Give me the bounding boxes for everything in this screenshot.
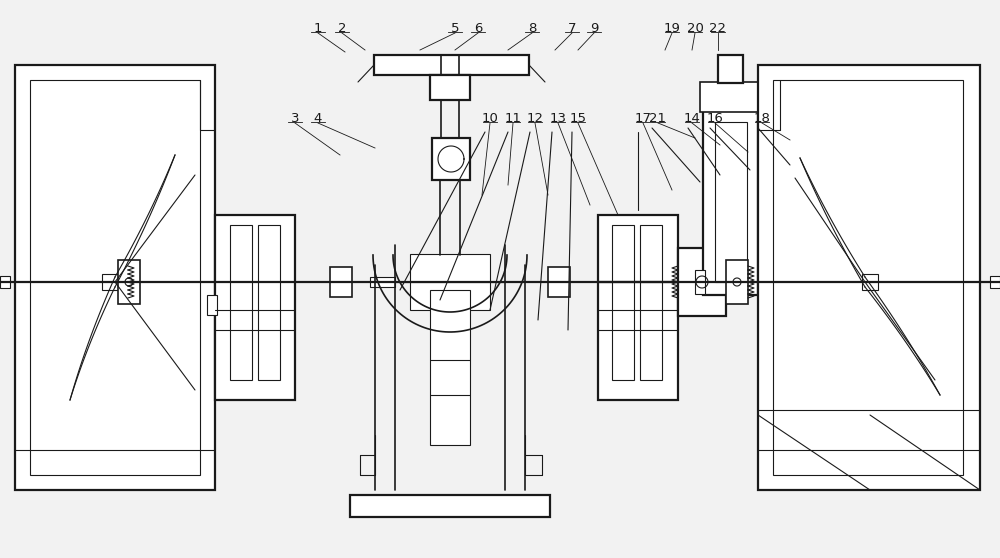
Text: 18: 18	[754, 112, 770, 124]
Text: 6: 6	[474, 22, 482, 35]
Bar	[726, 260, 748, 304]
Text: 14: 14	[684, 112, 700, 124]
Bar	[598, 215, 678, 400]
Bar	[718, 55, 743, 83]
Bar	[548, 267, 570, 297]
Text: 8: 8	[528, 22, 536, 35]
Bar	[715, 122, 747, 282]
Text: 20: 20	[687, 22, 703, 35]
Bar	[990, 276, 1000, 288]
Text: 9: 9	[590, 22, 598, 35]
Bar	[430, 75, 470, 100]
Bar	[695, 270, 705, 294]
Bar	[374, 55, 529, 75]
Text: 21: 21	[650, 112, 666, 124]
Text: 11: 11	[505, 112, 522, 124]
Text: 15: 15	[570, 112, 586, 124]
Bar	[350, 495, 550, 517]
Bar	[432, 138, 470, 180]
Text: 4: 4	[314, 112, 322, 124]
Text: 19: 19	[664, 22, 680, 35]
Text: 2: 2	[338, 22, 346, 35]
Bar	[410, 254, 490, 310]
Bar	[612, 225, 634, 380]
Bar	[678, 248, 726, 316]
Bar	[15, 65, 215, 490]
Bar	[207, 295, 217, 315]
Text: 7: 7	[568, 22, 576, 35]
Bar	[678, 295, 688, 315]
Bar	[773, 80, 963, 475]
Bar	[118, 260, 140, 304]
Bar	[102, 274, 118, 290]
Text: 5: 5	[451, 22, 459, 35]
Bar	[370, 277, 395, 287]
Text: 22: 22	[710, 22, 726, 35]
Bar	[230, 225, 252, 380]
Text: 10: 10	[482, 112, 498, 124]
Text: 12: 12	[526, 112, 544, 124]
Bar	[30, 80, 200, 475]
Text: 16: 16	[707, 112, 723, 124]
Bar	[640, 225, 662, 380]
Bar	[700, 82, 762, 112]
Text: 1: 1	[314, 22, 322, 35]
Bar	[330, 267, 352, 297]
Text: 3: 3	[291, 112, 299, 124]
Bar	[862, 274, 878, 290]
Bar	[0, 276, 10, 288]
Bar	[258, 225, 280, 380]
Text: 17: 17	[635, 112, 652, 124]
Bar	[430, 290, 470, 445]
Text: 13: 13	[550, 112, 566, 124]
Bar	[758, 65, 980, 490]
Bar	[703, 110, 758, 295]
Bar	[215, 215, 295, 400]
